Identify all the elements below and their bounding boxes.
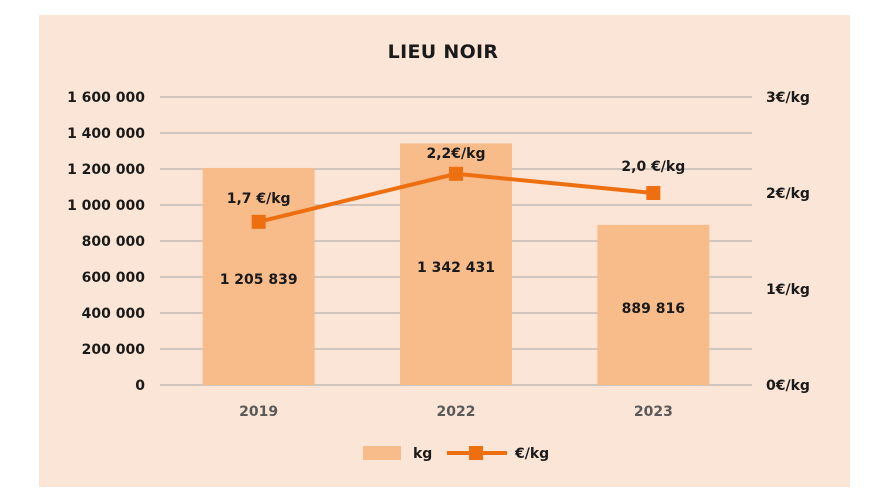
x-tick-label: 2019 <box>239 404 278 420</box>
line-data-label: 2,2€/kg <box>427 146 486 162</box>
x-axis: 2019 2022 2023 <box>239 404 673 420</box>
y-right-tick-label: 0€/kg <box>766 378 810 394</box>
bar <box>202 167 315 385</box>
legend-label-line: €/kg <box>514 446 549 462</box>
line-marker <box>646 186 661 200</box>
bar-data-label: 889 816 <box>622 301 685 317</box>
y-left-tick-label: 200 000 <box>82 342 146 358</box>
x-tick-label: 2022 <box>437 404 476 420</box>
line-data-label: 1,7 €/kg <box>227 191 291 207</box>
y-left-tick-label: 800 000 <box>82 234 146 250</box>
bar-series: 1 205 839 1 342 431 889 816 <box>202 143 710 385</box>
bar <box>597 224 710 385</box>
y-axis-right: 0€/kg 1€/kg 2€/kg 3€/kg <box>766 90 810 394</box>
legend-swatch-bar <box>363 446 401 460</box>
y-left-tick-label: 1 600 000 <box>67 90 145 106</box>
bar-data-label: 1 205 839 <box>220 272 298 288</box>
legend: kg €/kg <box>363 446 549 462</box>
y-left-tick-label: 1 000 000 <box>67 198 145 214</box>
y-left-tick-label: 0 <box>135 378 145 394</box>
y-left-tick-label: 1 400 000 <box>67 126 145 142</box>
line-marker <box>251 214 266 229</box>
line-data-label: 2,0 €/kg <box>621 159 685 175</box>
line-series: 1,7 €/kg 2,2€/kg 2,0 €/kg <box>227 146 685 229</box>
x-tick-label: 2023 <box>634 404 673 420</box>
chart-title: LIEU NOIR <box>387 41 499 63</box>
y-right-tick-label: 1€/kg <box>766 282 810 298</box>
y-right-tick-label: 2€/kg <box>766 186 810 202</box>
y-left-tick-label: 1 200 000 <box>67 162 145 178</box>
y-right-tick-label: 3€/kg <box>766 90 810 106</box>
y-left-tick-label: 600 000 <box>82 270 146 286</box>
legend-label-bar: kg <box>413 446 432 462</box>
bar-data-label: 1 342 431 <box>417 260 495 276</box>
line-marker <box>449 166 463 181</box>
y-left-tick-label: 400 000 <box>82 306 146 322</box>
y-axis-left: 0 200 000 400 000 600 000 800 000 1 000 000 1 … <box>67 90 145 394</box>
legend-swatch-marker <box>469 446 483 460</box>
